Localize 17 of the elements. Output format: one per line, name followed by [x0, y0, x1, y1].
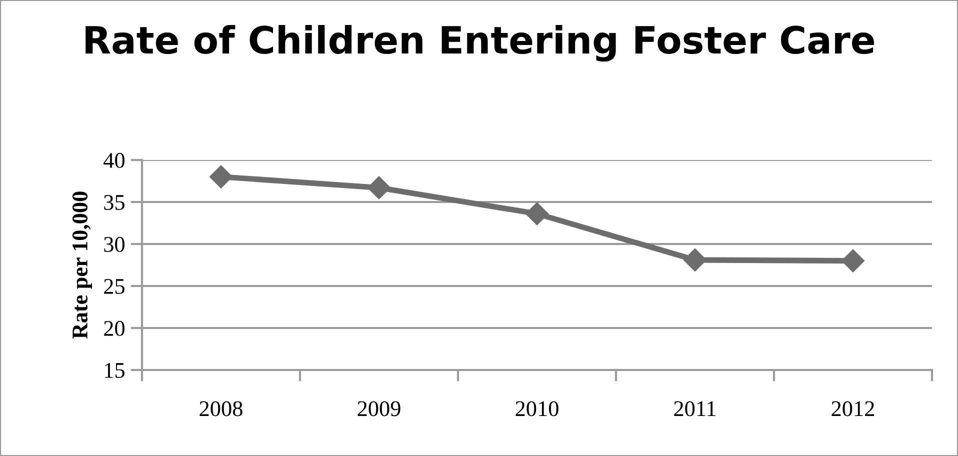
x-tick-label: 2009 — [358, 401, 400, 416]
x-tick-label: 2012 — [832, 401, 874, 416]
x-tick-label: 2010 — [516, 401, 558, 416]
x-tick-label: 2008 — [200, 401, 242, 416]
point — [526, 202, 548, 226]
chart-title: Rate of Children Entering Foster Care — [86, 25, 874, 62]
y-tick-label: 40 — [104, 152, 124, 168]
point — [684, 248, 706, 272]
point — [368, 176, 390, 200]
y-tick-label: 30 — [104, 236, 124, 252]
y-tick-label: 15 — [105, 363, 124, 378]
y-tick-label: 25 — [104, 278, 124, 294]
y-tick-label: 20 — [104, 320, 124, 336]
y-tick-label: 35 — [104, 194, 124, 210]
y-axis-title: Rate per 10,000 — [72, 192, 92, 339]
x-tick-label: 2011 — [674, 401, 716, 416]
point — [210, 165, 232, 188]
